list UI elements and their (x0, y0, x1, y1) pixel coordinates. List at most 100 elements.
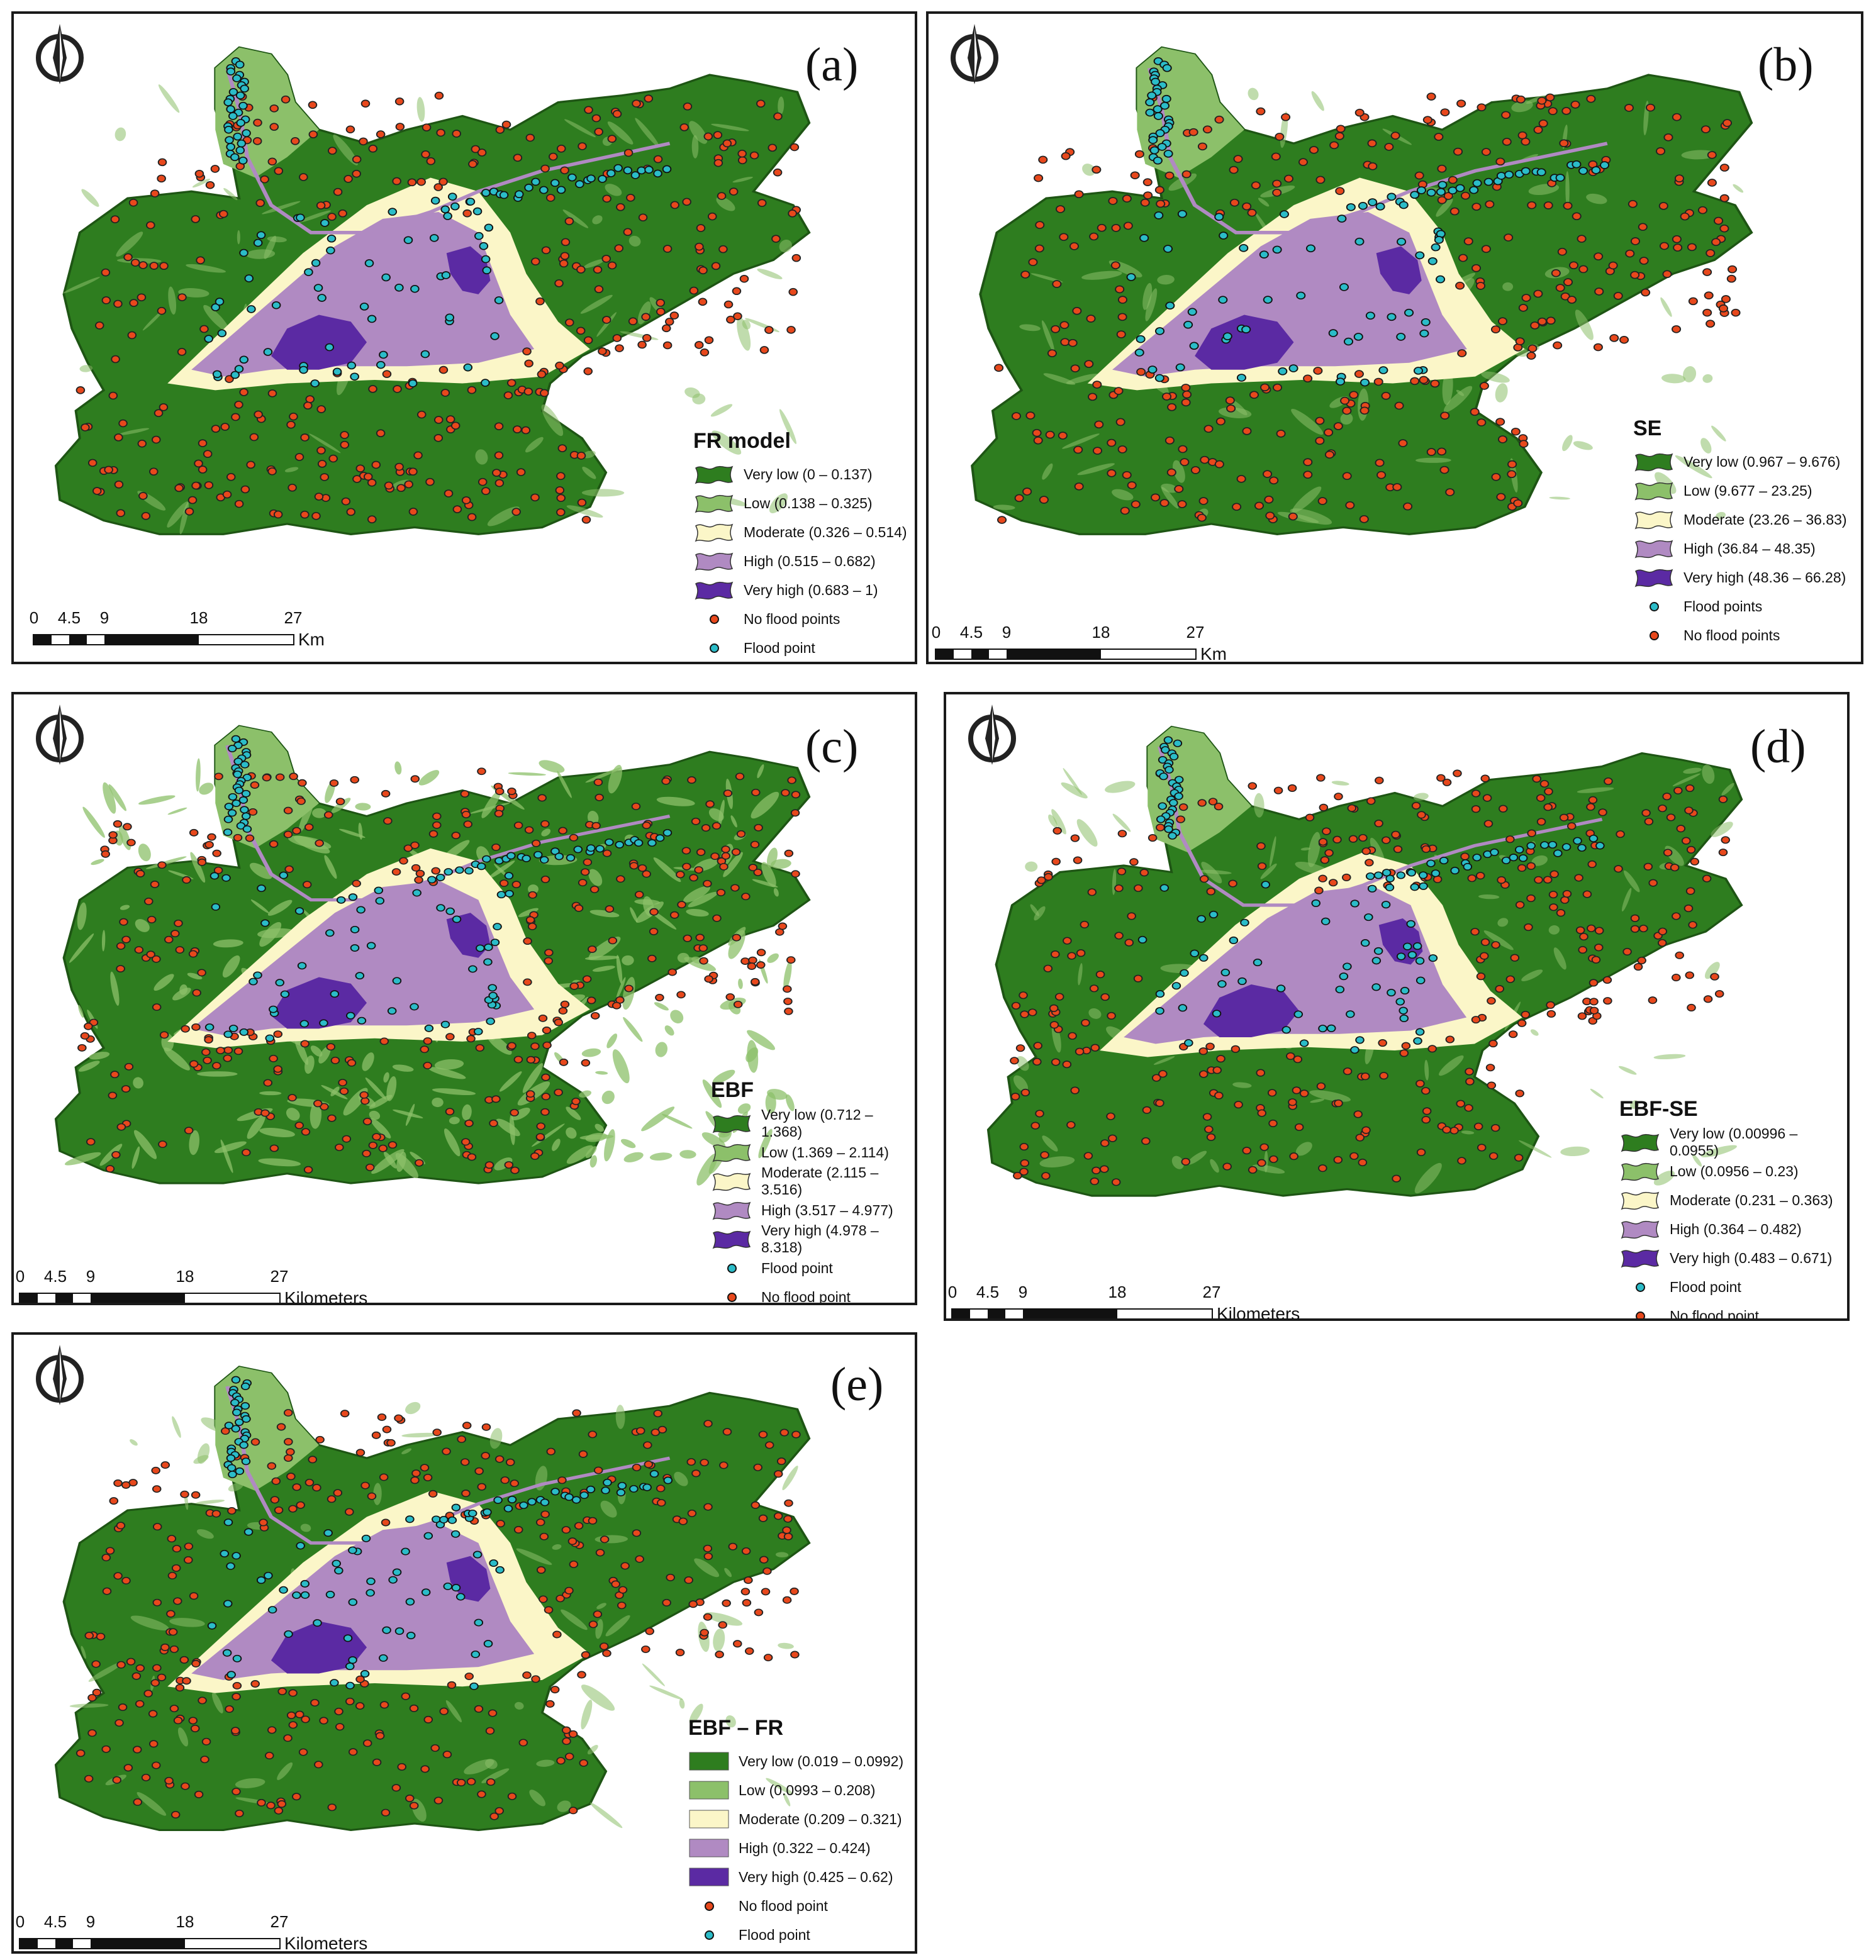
low-zone-patch (197, 1071, 238, 1077)
low-zone-patch (1041, 320, 1054, 352)
no-flood-point (616, 203, 625, 211)
no-flood-point (588, 1517, 598, 1525)
no-flood-point (1020, 1088, 1030, 1096)
flood-point (484, 944, 493, 951)
flood-point (662, 165, 672, 174)
no-flood-point (1706, 249, 1716, 257)
low-zone-patch (99, 1144, 123, 1166)
flood-point (211, 903, 221, 911)
no-flood-point (1645, 103, 1656, 112)
no-flood-point (1470, 408, 1480, 416)
no-flood-point (524, 826, 534, 834)
no-flood-point (467, 1153, 477, 1161)
no-flood-point (1559, 139, 1569, 147)
low-zone-patch (339, 828, 366, 838)
no-flood-point (589, 886, 600, 893)
flood-point (471, 1651, 481, 1659)
no-flood-point (432, 1428, 442, 1437)
flood-point (1159, 101, 1170, 110)
no-flood-point (114, 1719, 124, 1727)
no-flood-point (649, 928, 659, 935)
no-flood-point (1259, 1143, 1269, 1151)
flood-point (226, 1464, 237, 1472)
legend-label: Very high (0.683 – 1) (744, 581, 878, 598)
no-flood-point (1731, 308, 1741, 317)
low-zone-patch (716, 196, 735, 211)
flood-point (238, 101, 248, 110)
no-flood-point (750, 840, 760, 849)
flood-point (481, 189, 491, 197)
flood-point (412, 889, 422, 897)
legend-label: Moderate (0.209 – 0.321) (739, 1810, 902, 1827)
no-flood-point (1515, 901, 1525, 909)
no-flood-point (494, 1455, 505, 1463)
low-zone-patch (1413, 793, 1429, 801)
no-flood-point (544, 1606, 554, 1614)
flood-point (444, 868, 454, 876)
no-flood-point (464, 1673, 474, 1681)
low-zone-patch (653, 857, 681, 883)
low-zone-patch (259, 1091, 282, 1096)
no-flood-point (667, 968, 677, 976)
no-flood-point (171, 1564, 181, 1572)
no-flood-point (328, 147, 337, 155)
flood-point (566, 854, 576, 862)
no-flood-point (423, 1474, 433, 1481)
no-flood-point (1521, 294, 1531, 302)
no-flood-point (75, 1749, 86, 1757)
flood-point (382, 1626, 391, 1634)
no-flood-point (1032, 428, 1042, 437)
no-flood-point (128, 198, 138, 207)
flood-point (256, 231, 266, 240)
no-flood-point (273, 510, 283, 519)
no-flood-point (1200, 455, 1210, 464)
low-zone-patch (689, 1703, 703, 1724)
no-flood-point (327, 1803, 337, 1812)
flood-point (223, 815, 233, 823)
flood-point (603, 1478, 612, 1486)
flood-point (313, 284, 323, 292)
no-flood-point (1546, 1010, 1556, 1018)
low-zone-patch (228, 1483, 243, 1492)
no-flood-point (600, 1535, 610, 1544)
flood-point (432, 1515, 441, 1523)
no-flood-point (462, 1422, 472, 1430)
low-zone-patch (444, 1128, 461, 1157)
no-flood-point (1417, 811, 1426, 819)
no-flood-point (371, 1431, 381, 1439)
no-flood-point (212, 849, 221, 857)
no-flood-point (339, 1087, 349, 1095)
no-flood-point (101, 1554, 111, 1562)
no-flood-point (1134, 884, 1143, 893)
low-zone-patch (1553, 947, 1566, 970)
low-zone-patch (247, 1115, 265, 1139)
no-flood-point (1214, 1091, 1224, 1100)
low-zone-patch (237, 230, 240, 245)
no-flood-point (1365, 859, 1374, 867)
no-flood-point (393, 385, 402, 393)
flood-point (1157, 143, 1167, 151)
no-flood-point (289, 412, 298, 421)
no-flood-point (1648, 996, 1658, 1005)
flood-point (1126, 273, 1136, 281)
no-flood-point (1639, 925, 1648, 933)
no-flood-point (1156, 823, 1165, 832)
no-flood-point (1051, 1058, 1061, 1066)
no-flood-point (468, 160, 477, 169)
no-flood-point (146, 950, 155, 959)
low-zone-patch (284, 467, 299, 472)
no-flood-point (1115, 418, 1125, 426)
no-flood-point (739, 274, 749, 283)
low-zone-patch (213, 939, 243, 948)
legend-item: Low (0.138 – 0.325) (693, 489, 907, 518)
flood-point (1426, 859, 1436, 867)
no-flood-point (299, 173, 308, 181)
no-flood-point (300, 1040, 310, 1048)
no-flood-point (1166, 468, 1176, 477)
low-zone-patch (539, 760, 565, 773)
no-flood-point (294, 453, 304, 461)
flood-point (481, 255, 491, 264)
flood-point (260, 919, 270, 927)
no-flood-point (539, 1595, 548, 1603)
no-flood-point (1197, 799, 1207, 807)
